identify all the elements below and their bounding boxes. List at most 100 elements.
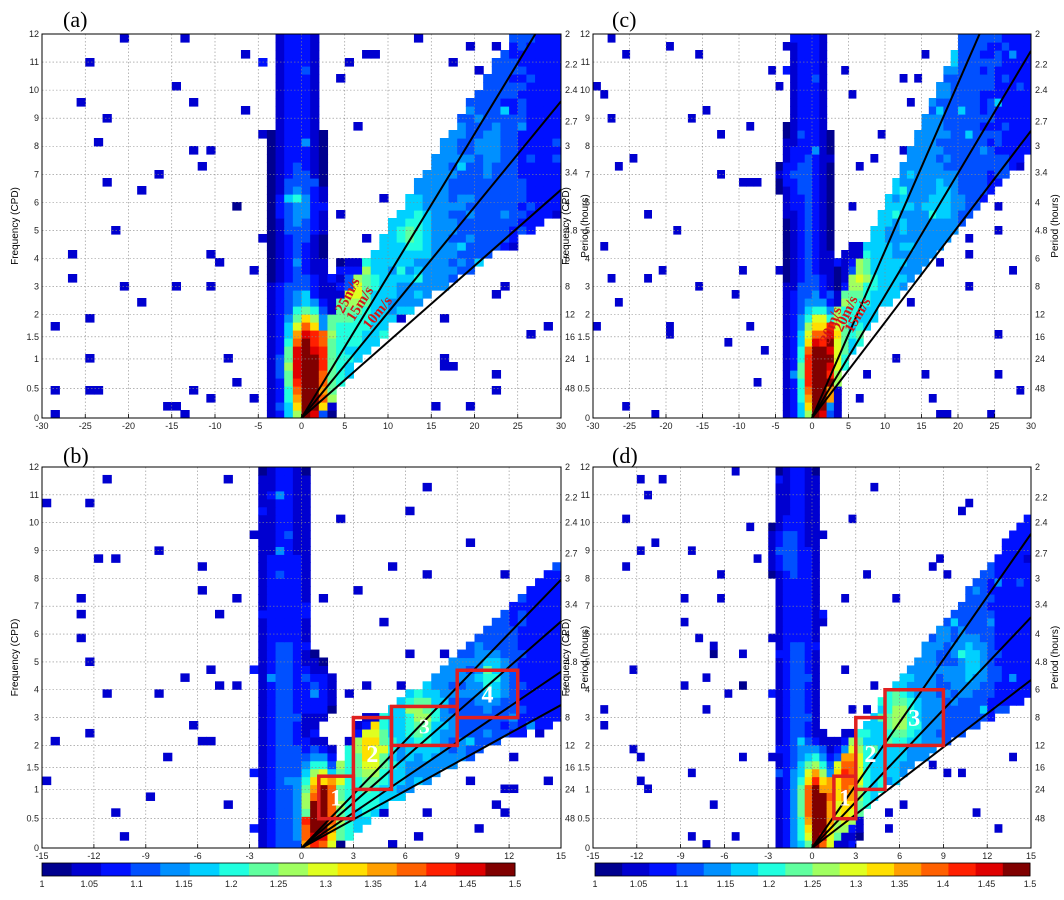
heatmap-cell: [535, 66, 545, 75]
heatmap-cell: [275, 386, 285, 395]
heatmap-cell: [483, 721, 493, 730]
heatmap-cell: [804, 594, 813, 603]
heatmap-cell: [870, 728, 879, 738]
heatmap-cell: [972, 673, 981, 682]
heatmap-cell: [965, 42, 974, 51]
heatmap-cell: [972, 713, 981, 722]
heatmap-cell: [782, 218, 791, 227]
heatmap-cell: [965, 234, 974, 243]
heatmap-cell: [543, 721, 553, 730]
heatmap-cell: [899, 697, 908, 706]
heatmap-cell: [543, 609, 553, 619]
heatmap-cell: [483, 641, 493, 651]
heatmap-cell: [67, 274, 78, 283]
heatmap-cell: [275, 792, 285, 801]
heatmap-cell: [448, 170, 458, 179]
heatmap-cell: [180, 673, 190, 682]
heatmap-cell: [526, 138, 536, 147]
heatmap-cell: [240, 106, 251, 115]
heatmap-cell: [1001, 162, 1010, 171]
heatmap-cell: [266, 178, 277, 187]
heatmap-cell: [950, 66, 959, 75]
period-tick-label: 2.2: [1035, 60, 1048, 70]
heatmap-cell: [812, 226, 820, 235]
heatmap-cell: [914, 74, 923, 83]
heatmap-cell: [327, 800, 337, 809]
heatmap-cell: [892, 752, 901, 762]
colorbar-segment: [839, 863, 868, 876]
x-tick-label: 9: [941, 851, 946, 861]
heatmap-cell: [812, 609, 820, 619]
heatmap-cell: [405, 266, 415, 275]
region-box: [832, 774, 858, 821]
heatmap-cell: [327, 792, 337, 801]
heatmap-cell: [1023, 106, 1031, 115]
heatmap-cell: [863, 768, 871, 778]
heatmap-cell: [535, 162, 545, 171]
heatmap-cell: [797, 226, 806, 235]
heatmap-cell: [994, 824, 1003, 833]
heatmap-cell: [870, 744, 879, 754]
period-tick-label: 8: [565, 282, 570, 292]
heatmap-cell: [526, 673, 536, 682]
heatmap-cell: [301, 554, 311, 563]
heatmap-cell: [936, 106, 944, 115]
heatmap-cell: [921, 665, 930, 674]
heatmap-cell: [797, 130, 806, 139]
heatmap-cell: [266, 768, 277, 778]
heatmap-cell: [1009, 697, 1017, 706]
heatmap-cell: [644, 490, 652, 500]
heatmap-cell: [994, 657, 1003, 667]
heatmap-cell: [301, 721, 311, 730]
heatmap-cell: [877, 752, 886, 762]
heatmap-cell: [906, 266, 915, 275]
heatmap-cell: [892, 681, 901, 690]
heatmap-cell: [965, 194, 974, 203]
heatmap-cell: [509, 122, 519, 131]
heatmap-cell: [543, 34, 553, 43]
heatmap-cell: [790, 378, 798, 387]
y-tick-label: 8: [585, 141, 590, 151]
heatmap-cell: [804, 394, 813, 403]
heatmap-cell: [972, 154, 981, 163]
heatmap-cell: [526, 721, 536, 730]
heatmap-cell: [1009, 42, 1017, 51]
heatmap-cell: [422, 242, 432, 251]
heatmap-cell: [717, 170, 725, 179]
heatmap-cell: [292, 130, 303, 139]
heatmap-cell: [491, 386, 502, 395]
heatmap-cell: [950, 649, 959, 659]
heatmap-cell: [994, 90, 1003, 99]
heatmap-cell: [1009, 586, 1017, 595]
heatmap-cell: [111, 554, 121, 563]
heatmap-cell: [790, 474, 798, 484]
heatmap-cell: [102, 689, 112, 698]
heatmap-cell: [318, 760, 329, 770]
heatmap-cell: [284, 808, 294, 817]
heatmap-cell: [819, 130, 828, 139]
heatmap-cell: [500, 162, 510, 171]
heatmap-cell: [943, 689, 952, 698]
heatmap-cell: [1023, 146, 1031, 155]
heatmap-cell: [943, 728, 952, 738]
heatmap-cell: [301, 538, 311, 547]
heatmap-cell: [790, 42, 798, 51]
heatmap-cell: [826, 378, 835, 387]
heatmap-cell: [1001, 617, 1010, 627]
heatmap-cell: [422, 697, 432, 706]
y-tick-label: 2: [585, 740, 590, 750]
heatmap-cell: [258, 506, 268, 516]
heatmap-cell: [396, 728, 406, 738]
heatmap-cell: [491, 138, 502, 147]
heatmap-cell: [994, 226, 1003, 235]
heatmap-cell: [509, 58, 519, 67]
heatmap-cell: [833, 744, 842, 754]
heatmap-cell: [782, 306, 791, 315]
period-tick-label: 2: [1035, 29, 1040, 39]
heatmap-cell: [362, 736, 372, 746]
heatmap-cell: [812, 106, 820, 115]
heatmap-cell: [526, 641, 536, 651]
x-tick-label: -12: [630, 851, 643, 861]
heatmap-cell: [318, 665, 329, 674]
heatmap-cell: [275, 562, 285, 571]
